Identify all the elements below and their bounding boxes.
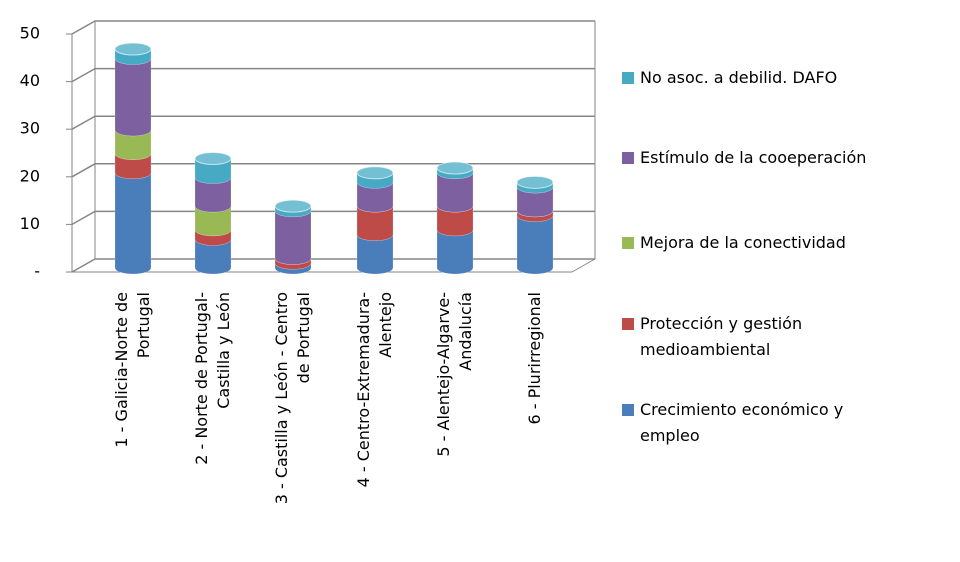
legend-label: Crecimiento económico y empleo (640, 400, 843, 445)
legend-swatch (622, 72, 634, 84)
bar-segment (114, 172, 152, 275)
bar-top (516, 175, 554, 189)
legend-label: Estímulo de la cooeperación (640, 148, 866, 167)
y-tick-label: 40 (20, 71, 40, 90)
bar-top-highlight (437, 162, 473, 175)
bar-top (194, 152, 232, 166)
bar-top-highlight (357, 166, 393, 179)
y-tick-label: - (34, 262, 40, 281)
grid-line (71, 67, 595, 83)
bar-segment (436, 229, 474, 275)
x-tick-label: 5 - Alentejo-Algarve- Andalucía (434, 292, 475, 457)
bar-top-highlight (517, 176, 553, 189)
bar-segment (114, 58, 152, 137)
bar-top (356, 166, 394, 180)
x-tick-label: 3 - Castilla y León - Centro de Portugal (272, 292, 313, 504)
bar-top-highlight (275, 200, 311, 213)
y-tick-label: 10 (20, 214, 40, 233)
grid-line (71, 210, 595, 226)
grid-line (71, 258, 595, 273)
y-tick-label: 20 (20, 166, 40, 185)
legend-swatch (622, 404, 634, 416)
legend-swatch (622, 237, 634, 249)
grid-line (71, 115, 595, 130)
bar-top-highlight (195, 152, 231, 165)
grid-line (71, 20, 595, 35)
bar-segment (516, 215, 554, 275)
x-tick-label: 2 - Norte de Portugal- Castilla y León (192, 292, 233, 465)
legend-swatch (622, 152, 634, 164)
floor-edge (571, 258, 596, 273)
bar-segment (274, 210, 312, 265)
bar-top-highlight (115, 43, 151, 56)
x-tick-label: 4 - Centro-Extremadura- Alentejo (354, 292, 395, 487)
bar-top (114, 42, 152, 56)
x-tick-label: 1 - Galicia-Norte de Portugal (112, 292, 153, 448)
x-tick-label: 6 - Plurirregional (525, 292, 544, 425)
legend-label: Protección y gestión medioambiental (640, 314, 802, 359)
bar-top (274, 199, 312, 213)
y-tick-label: 50 (20, 24, 40, 43)
y-tick-label: 30 (20, 119, 40, 138)
legend-label: Mejora de la conectividad (640, 233, 846, 252)
legend-swatch (622, 318, 634, 330)
grid-line (71, 163, 595, 178)
bar-top (436, 161, 474, 175)
legend-label: No asoc. a debilid. DAFO (640, 68, 837, 87)
